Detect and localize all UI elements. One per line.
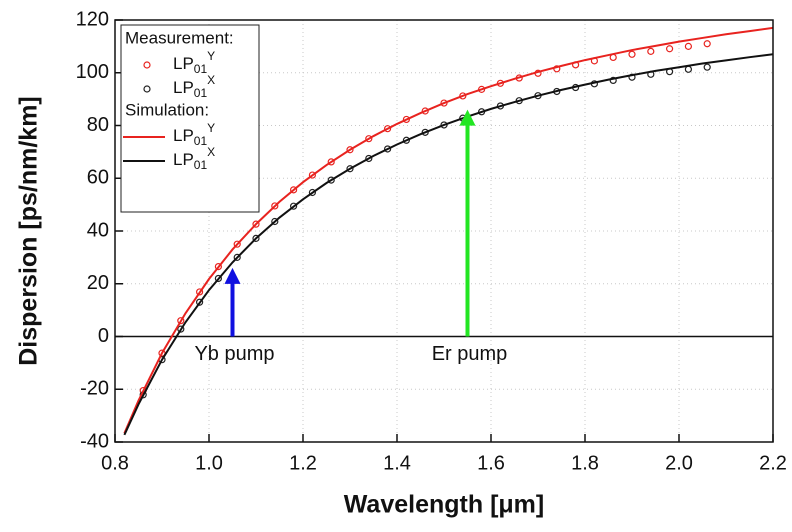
x-tick-label: 0.8 [101,452,129,474]
y-tick-label: -40 [80,430,109,452]
y-tick-label: -20 [80,378,109,400]
data-line [123,53,773,436]
y-tick-label: 80 [87,114,109,136]
data-point [271,217,279,226]
data-point [421,128,429,136]
arrow-head [224,267,241,284]
data-point [647,47,655,55]
legend-label: LP01Y [173,49,215,76]
legend-marker [143,61,151,69]
data-point [459,92,467,100]
data-point [290,186,298,194]
legend-label: LP01Y [173,121,215,148]
data-point [402,136,410,144]
data-point [308,188,316,197]
y-tick-label: 120 [76,8,109,30]
legend-marker [143,85,151,93]
y-tick-label: 0 [98,325,109,347]
legend-title: Simulation: [125,100,209,119]
data-point [703,63,711,71]
y-axis-title: Dispersion [ps/nm/km] [15,96,43,366]
data-point [684,65,693,73]
data-point [214,274,222,283]
data-point [440,121,448,129]
annotation-label: Er pump [432,343,508,365]
data-point [252,220,260,228]
data-point [440,99,448,107]
data-point [177,325,185,333]
data-point [384,145,392,153]
legend-title: Measurement: [125,28,234,47]
data-point [421,107,429,115]
legend-label: LP01X [173,73,215,100]
data-point [308,171,316,179]
data-line [123,26,773,434]
x-tick-label: 1.0 [195,452,223,474]
data-point [271,202,279,210]
data-point [196,288,204,296]
data-point [214,263,222,271]
data-point [684,42,693,50]
data-point [346,146,354,154]
data-point [346,165,354,173]
annotation-label: Yb pump [194,343,274,365]
data-point [384,125,392,133]
data-point [233,253,241,261]
data-point [290,202,298,210]
arrow-head [459,109,476,126]
legend-label: LP01X [173,145,215,172]
x-tick-label: 2.0 [665,452,693,474]
data-point [177,317,185,325]
x-tick-label: 1.6 [477,452,505,474]
x-tick-label: 1.2 [289,452,317,474]
data-point [703,40,711,48]
data-point [628,50,636,58]
y-tick-label: 20 [87,272,109,294]
data-point [233,240,241,248]
y-tick-label: 100 [76,61,109,83]
y-tick-label: 60 [87,167,109,189]
x-tick-label: 1.8 [571,452,599,474]
legend-box [120,24,260,213]
data-point [252,234,260,242]
x-tick-label: 1.4 [383,452,411,474]
x-axis-title: Wavelength [μm] [344,491,545,519]
y-tick-label: 40 [87,219,109,241]
data-point [402,115,410,124]
data-point [327,176,335,184]
plot-frame [114,19,774,443]
data-point [365,154,373,163]
data-point [609,76,617,84]
data-point [327,158,335,166]
x-tick-label: 2.2 [759,452,787,474]
data-point [196,298,204,306]
data-point [365,135,373,143]
plot-area [123,26,773,436]
data-point [665,45,674,53]
